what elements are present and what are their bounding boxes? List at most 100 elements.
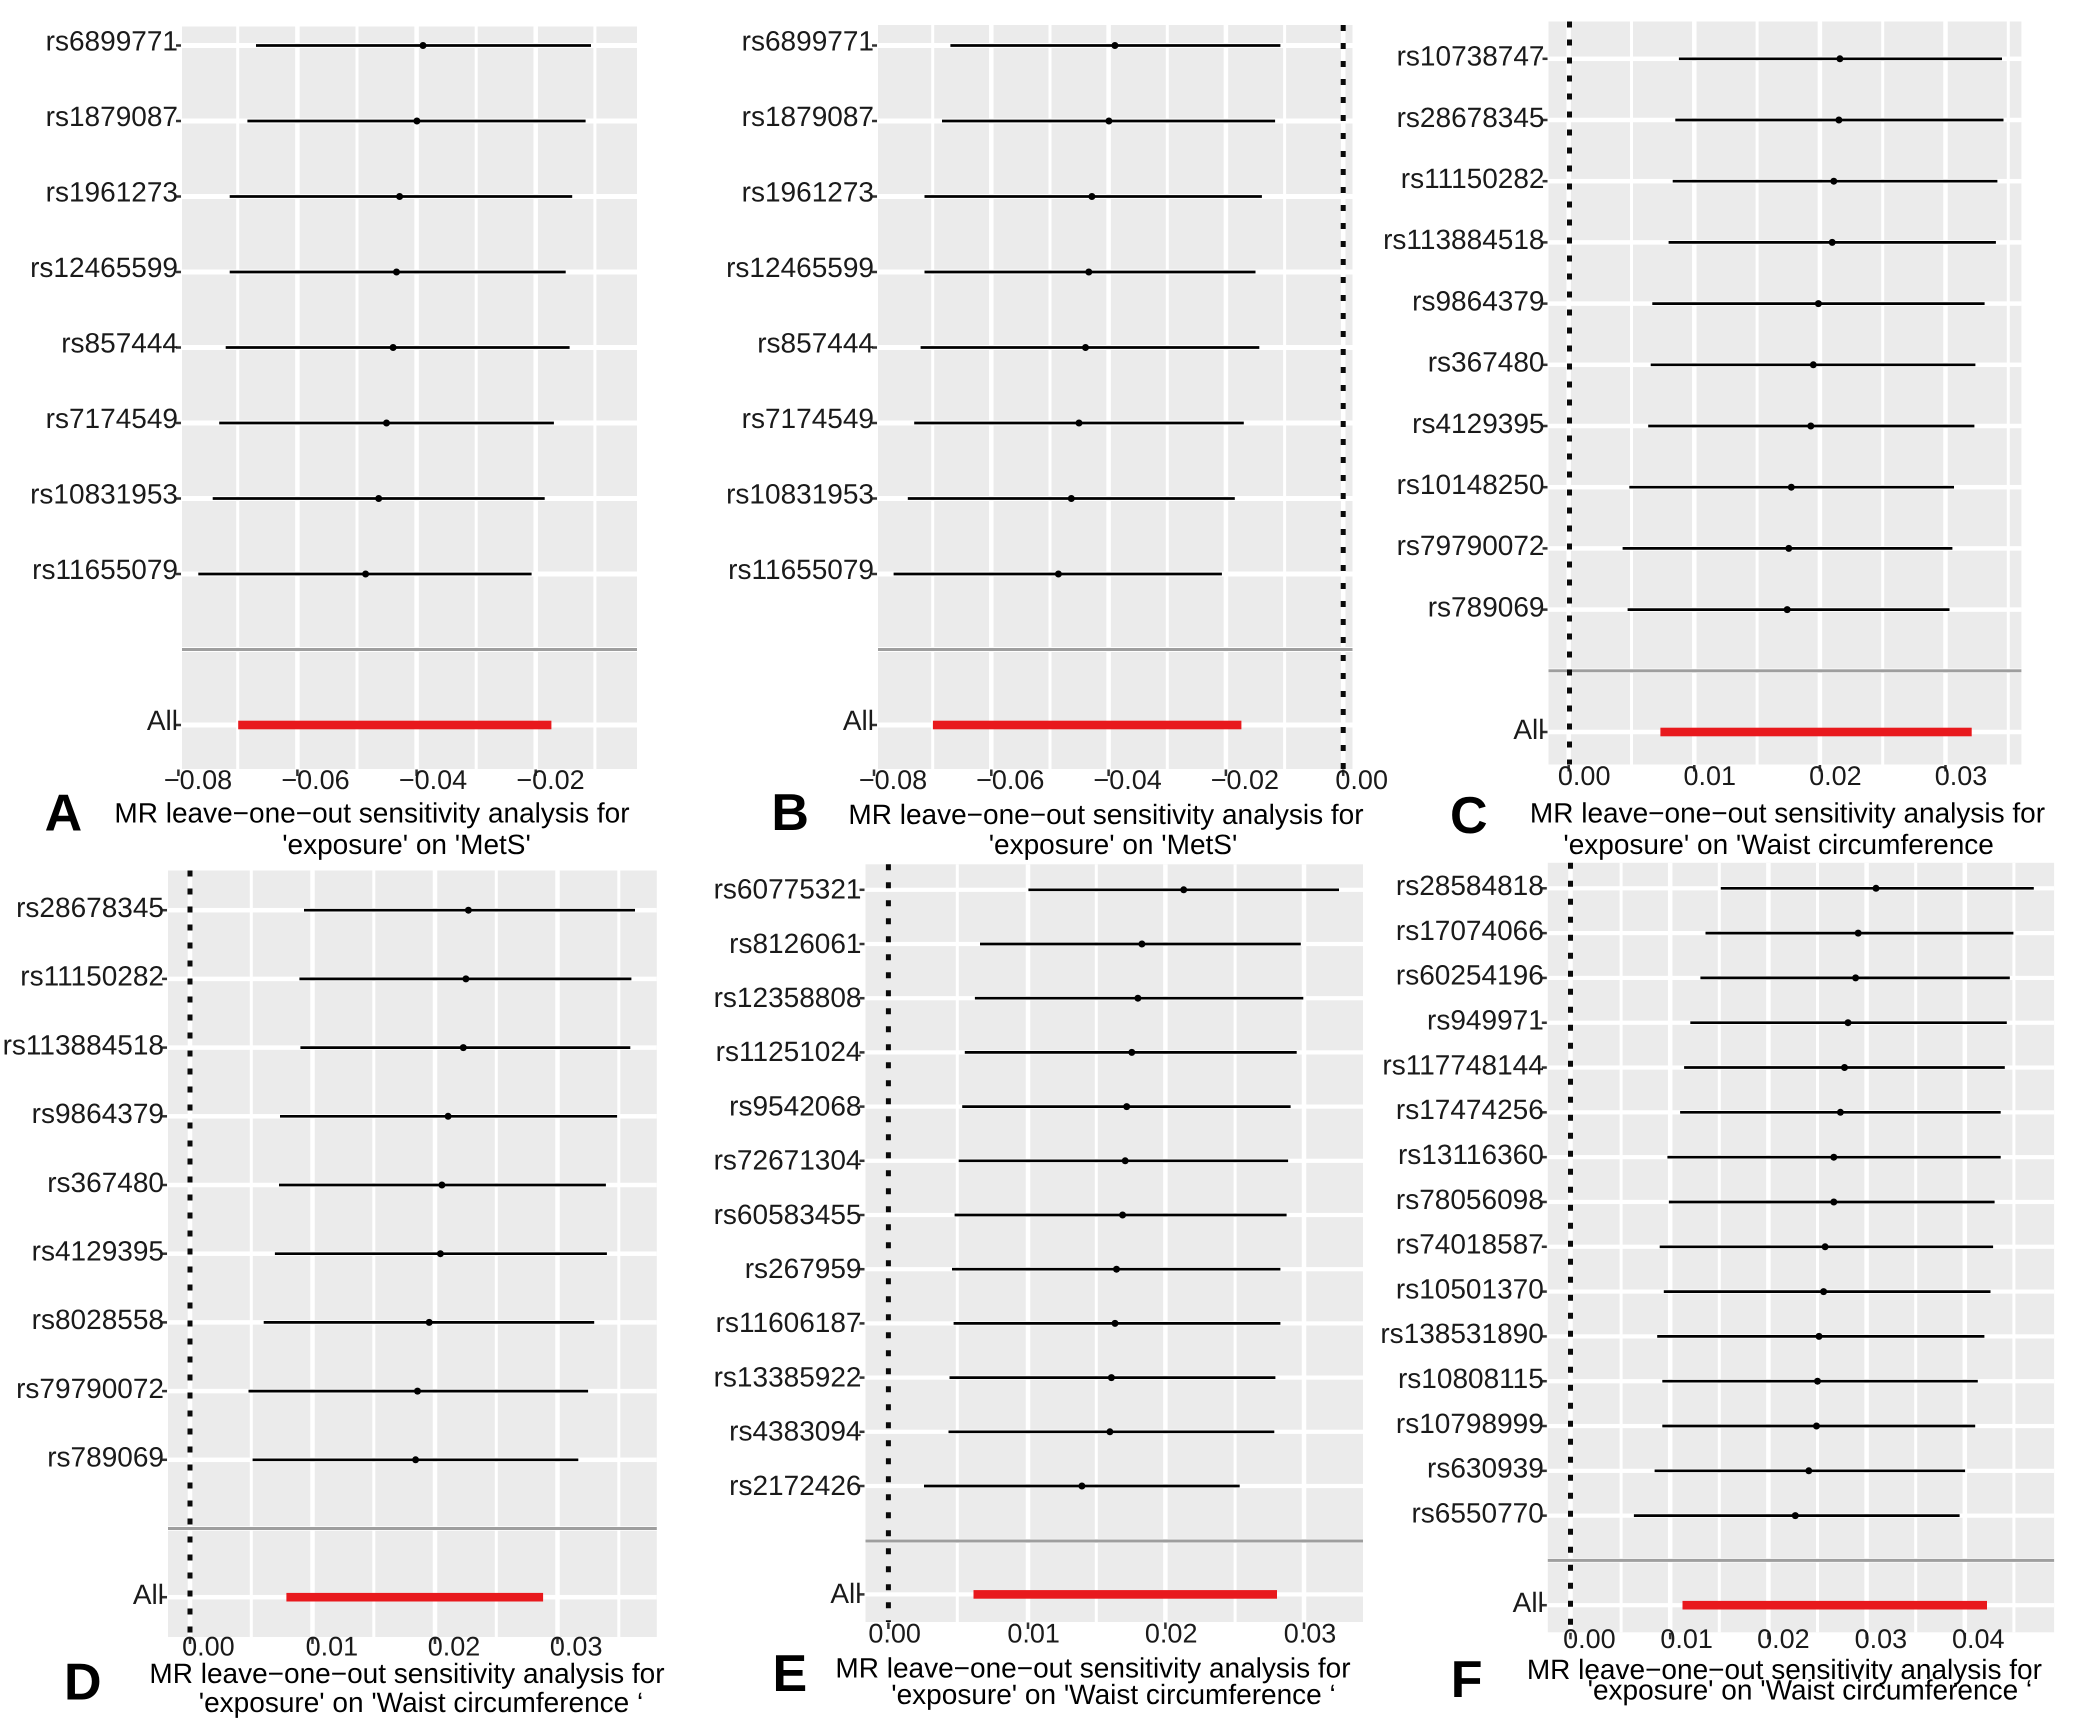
svg-text:0.02: 0.02 [428,1632,481,1662]
svg-text:0.00: 0.00 [182,1632,235,1662]
svg-text:rs1879087: rs1879087 [742,101,874,132]
svg-text:rs28584818: rs28584818 [1396,870,1544,901]
svg-text:rs857444: rs857444 [61,327,178,358]
svg-text:−0.04: −0.04 [1093,765,1161,795]
svg-text:rs11251024: rs11251024 [716,1036,862,1067]
svg-text:E: E [773,1645,808,1703]
svg-text:0.00: 0.00 [1558,761,1611,791]
svg-text:MR leave−one−out sensitivity a: MR leave−one−out sensitivity analysis fo… [1530,797,2045,828]
svg-text:All: All [1513,714,1544,745]
svg-text:'exposure' on 'Waist circumfer: 'exposure' on 'Waist circumference ‘ [891,1679,1336,1710]
svg-text:0.01: 0.01 [306,1632,359,1662]
svg-text:0.03: 0.03 [550,1632,603,1662]
svg-text:−0.06: −0.06 [281,765,349,795]
svg-text:0.01: 0.01 [1660,1624,1713,1654]
svg-text:rs857444: rs857444 [757,327,874,358]
svg-text:0.03: 0.03 [1935,761,1988,791]
svg-text:rs10831953: rs10831953 [30,478,178,509]
svg-text:0.01: 0.01 [1007,1619,1060,1649]
svg-text:0.03: 0.03 [1855,1624,1908,1654]
svg-text:rs13385922: rs13385922 [714,1361,862,1392]
svg-text:rs4383094: rs4383094 [729,1416,861,1447]
svg-text:−0.04: −0.04 [399,765,467,795]
svg-text:0.02: 0.02 [1145,1619,1198,1649]
svg-text:rs12465599: rs12465599 [30,252,178,283]
svg-text:rs11150282: rs11150282 [1401,163,1545,194]
svg-text:−0.08: −0.08 [164,765,232,795]
svg-text:rs10738747: rs10738747 [1397,41,1545,72]
svg-text:rs11655079: rs11655079 [728,554,874,585]
svg-text:rs74018587: rs74018587 [1396,1229,1544,1260]
svg-text:rs6899771: rs6899771 [46,25,178,56]
svg-text:rs7174549: rs7174549 [742,403,874,434]
svg-text:rs9542068: rs9542068 [729,1090,861,1121]
svg-text:rs6899771: rs6899771 [742,25,874,56]
svg-text:rs60583455: rs60583455 [714,1199,862,1230]
svg-text:'exposure' on 'MetS': 'exposure' on 'MetS' [989,829,1238,860]
svg-text:0.02: 0.02 [1809,761,1862,791]
svg-text:rs9864379: rs9864379 [1412,285,1544,316]
svg-text:rs8028558: rs8028558 [32,1304,164,1335]
svg-text:rs7174549: rs7174549 [46,403,178,434]
svg-text:MR leave−one−out sensitivity a: MR leave−one−out sensitivity analysis fo… [114,797,629,828]
svg-text:rs267959: rs267959 [745,1253,862,1284]
svg-text:rs117748144: rs117748144 [1382,1049,1543,1080]
svg-text:'exposure' on 'Waist circumfer: 'exposure' on 'Waist circumference ‘ [1588,1675,2033,1706]
svg-text:rs6550770: rs6550770 [1411,1497,1543,1528]
svg-text:rs113884518: rs113884518 [1383,224,1544,255]
svg-text:rs9864379: rs9864379 [32,1098,164,1129]
svg-text:MR leave−one−out sensitivity a: MR leave−one−out sensitivity analysis fo… [149,1658,664,1689]
svg-text:rs367480: rs367480 [1428,347,1545,378]
svg-text:rs630939: rs630939 [1427,1453,1544,1484]
svg-text:−0.02: −0.02 [516,765,584,795]
svg-text:rs10808115: rs10808115 [1398,1363,1544,1394]
svg-text:MR leave−one−out sensitivity a: MR leave−one−out sensitivity analysis fo… [848,799,1363,830]
svg-text:rs949971: rs949971 [1427,1005,1544,1036]
svg-text:−0.08: −0.08 [859,765,927,795]
svg-text:rs1879087: rs1879087 [46,101,178,132]
svg-text:rs17074066: rs17074066 [1396,915,1544,946]
svg-text:C: C [1450,787,1488,845]
svg-text:rs12358808: rs12358808 [714,982,862,1013]
svg-text:rs367480: rs367480 [47,1167,164,1198]
svg-text:All: All [133,1579,164,1610]
svg-text:−0.06: −0.06 [976,765,1044,795]
svg-text:−0.02: −0.02 [1211,765,1279,795]
svg-text:rs72671304: rs72671304 [714,1145,862,1176]
svg-text:A: A [45,785,83,843]
svg-text:rs79790072: rs79790072 [16,1373,164,1404]
svg-text:'exposure' on 'MetS': 'exposure' on 'MetS' [282,829,531,860]
svg-text:All: All [1513,1587,1544,1618]
svg-text:rs113884518: rs113884518 [3,1029,164,1060]
svg-text:0.03: 0.03 [1284,1619,1337,1649]
svg-text:rs28678345: rs28678345 [1397,102,1545,133]
svg-text:rs11606187: rs11606187 [716,1307,862,1338]
svg-text:0.01: 0.01 [1684,761,1737,791]
svg-text:'exposure' on 'Waist circumfer: 'exposure' on 'Waist circumference [1563,829,1994,860]
svg-text:rs1961273: rs1961273 [46,176,178,207]
svg-text:rs17474256: rs17474256 [1396,1094,1544,1125]
svg-text:0.00: 0.00 [1335,765,1388,795]
svg-text:rs4129395: rs4129395 [1412,408,1544,439]
svg-text:D: D [64,1653,102,1711]
svg-text:'exposure' on 'Waist circumfer: 'exposure' on 'Waist circumference ‘ [199,1687,644,1718]
svg-text:0.00: 0.00 [1563,1624,1616,1654]
svg-text:rs8126061: rs8126061 [729,928,861,959]
svg-text:rs789069: rs789069 [1428,591,1545,622]
svg-text:MR leave−one−out sensitivity a: MR leave−one−out sensitivity analysis fo… [835,1653,1350,1684]
svg-text:rs1961273: rs1961273 [742,176,874,207]
svg-text:rs13116360: rs13116360 [1398,1139,1544,1170]
svg-text:rs10831953: rs10831953 [726,478,874,509]
svg-text:rs4129395: rs4129395 [32,1236,164,1267]
svg-text:All: All [843,705,874,736]
svg-text:All: All [830,1578,861,1609]
svg-text:F: F [1451,1651,1483,1709]
svg-text:rs138531890: rs138531890 [1380,1318,1543,1349]
svg-text:rs2172426: rs2172426 [729,1470,861,1501]
svg-text:rs79790072: rs79790072 [1397,530,1545,561]
svg-text:rs11655079: rs11655079 [32,554,178,585]
svg-text:rs789069: rs789069 [47,1442,164,1473]
svg-text:rs12465599: rs12465599 [726,252,874,283]
svg-text:0.02: 0.02 [1757,1624,1810,1654]
svg-text:rs60775321: rs60775321 [714,874,862,905]
